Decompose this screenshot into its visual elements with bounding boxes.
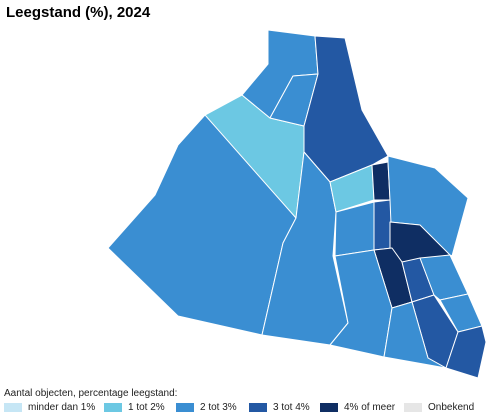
legend-label: 2 tot 3% <box>200 401 237 413</box>
region-center-strip[interactable] <box>373 199 393 251</box>
legend-item-onbekend: Onbekend <box>404 401 475 413</box>
legend-item-4-of-meer: 4% of meer <box>320 401 396 413</box>
legend-item-2-tot-3: 2 tot 3% <box>176 401 237 413</box>
region-north-dark-strip[interactable] <box>303 35 389 183</box>
legend-swatch <box>4 402 22 412</box>
legend: minder dan 1% 1 tot 2% 2 tot 3% 3 tot 4%… <box>4 401 496 413</box>
region-south-west[interactable] <box>383 301 447 369</box>
legend-swatch <box>104 402 122 412</box>
legend-item-1-tot-2: 1 tot 2% <box>104 401 165 413</box>
region-south-dark-2[interactable] <box>445 325 487 379</box>
legend-label: minder dan 1% <box>28 401 96 413</box>
legend-caption: Aantal objecten, percentage leegstand: <box>4 388 178 399</box>
legend-swatch <box>249 402 267 412</box>
legend-label: 3 tot 4% <box>273 401 310 413</box>
choropleth-map <box>107 29 487 379</box>
legend-item-3-tot-4: 3 tot 4% <box>249 401 310 413</box>
legend-label: 4% of meer <box>344 401 396 413</box>
legend-swatch <box>176 402 194 412</box>
region-center-darkest-small[interactable] <box>371 161 391 201</box>
legend-label: Onbekend <box>428 401 475 413</box>
legend-swatch <box>404 402 422 412</box>
legend-swatch <box>320 402 338 412</box>
legend-item-minder-dan-1: minder dan 1% <box>4 401 96 413</box>
legend-label: 1 tot 2% <box>128 401 165 413</box>
map-title: Leegstand (%), 2024 <box>6 4 151 21</box>
